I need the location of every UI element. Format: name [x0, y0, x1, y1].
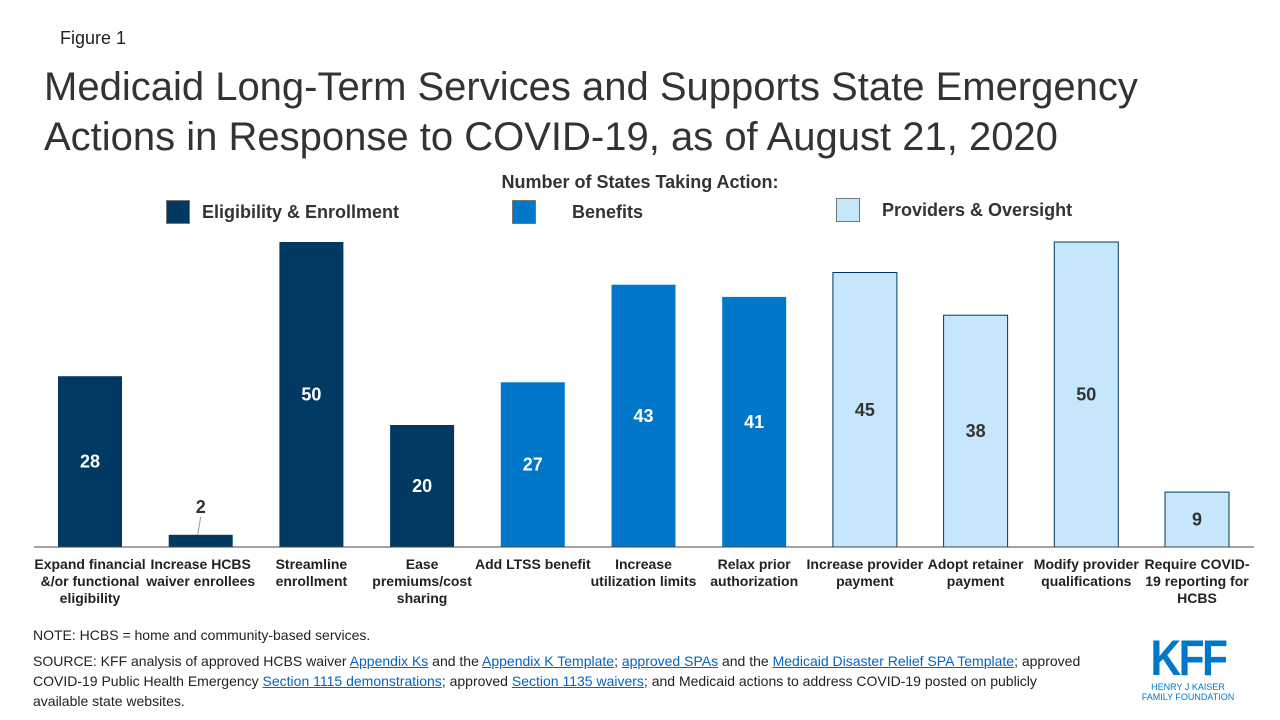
bar [1053, 241, 1119, 548]
chart-title: Medicaid Long-Term Services and Supports… [44, 65, 1138, 159]
x-tick-label: Add LTSS benefit [474, 556, 591, 572]
source: SOURCE: KFF analysis of approved HCBS wa… [33, 651, 1093, 711]
source-text: ; [614, 653, 622, 669]
bar [390, 425, 455, 547]
logo-text: KFF [1150, 630, 1229, 686]
bar [832, 272, 898, 548]
x-tick-label: Expand financial &/or functional eligibi… [34, 556, 146, 606]
chart-subtitle: Number of States Taking Action: [501, 172, 779, 192]
bar [279, 242, 344, 547]
data-label: 38 [966, 421, 986, 441]
x-tick-label: Ease premiums/cost sharing [372, 556, 472, 606]
link-disaster-relief-spa[interactable]: Medicaid Disaster Relief SPA Template [772, 653, 1015, 669]
data-label: 20 [412, 476, 432, 496]
link-section-1135[interactable]: Section 1135 waivers [511, 673, 644, 689]
source-text: SOURCE: KFF analysis of approved HCBS wa… [33, 653, 350, 669]
x-tick-label: Adopt retainer payment [927, 556, 1024, 589]
link-section-1115[interactable]: Section 1115 demonstrations [262, 673, 442, 689]
x-tick-label: Streamline enrollment [275, 556, 348, 589]
bar [943, 314, 1009, 548]
bar [500, 382, 565, 547]
legend-item-eligibility: Eligibility & Enrollment [166, 200, 399, 224]
bar [168, 534, 233, 547]
x-tick-label: Increase HCBS waiver enrollees [146, 556, 256, 589]
source-text: ; approved [441, 673, 512, 689]
bar [722, 296, 787, 547]
legend-item-providers: Providers & Oversight [836, 198, 1072, 222]
x-tick-label: Increase utilization limits [590, 556, 697, 589]
data-label: 28 [80, 452, 100, 472]
link-appendix-k-template[interactable]: Appendix K Template [482, 653, 615, 669]
legend-item-benefits: Benefits [512, 200, 643, 224]
data-label: 43 [633, 406, 653, 426]
x-tick-label: Increase provider payment [806, 556, 924, 589]
link-approved-spas[interactable]: approved SPAs [621, 653, 719, 669]
source-text: and the [718, 653, 773, 669]
leader-line [197, 516, 202, 535]
logo-subtext: HENRY J KAISER FAMILY FOUNDATION [1141, 682, 1235, 702]
source-text: ; approved COVID-19 Public Health Emerge… [33, 653, 1081, 689]
data-label: 9 [1192, 510, 1202, 530]
kff-logo: KFF HENRY J KAISER FAMILY FOUNDATION [1140, 630, 1236, 702]
bar [58, 376, 122, 547]
note: NOTE: HCBS = home and community-based se… [33, 627, 371, 643]
data-label: 2 [196, 497, 206, 517]
data-label: 50 [1076, 385, 1096, 405]
data-label: 50 [301, 385, 321, 405]
figure-label: Figure 1 [60, 28, 127, 48]
data-label: 45 [855, 400, 875, 420]
link-appendix-ks[interactable]: Appendix Ks [349, 653, 429, 669]
bar [611, 284, 676, 547]
x-tick-label: Relax prior authorization [710, 556, 799, 589]
source-text: ; and Medicaid actions to address COVID-… [33, 673, 1037, 709]
x-tick-label: Require COVID-19 reporting for HCBS [1144, 556, 1250, 606]
source-text: and the [428, 653, 482, 669]
data-label: 41 [744, 412, 764, 432]
legend-label: Providers & Oversight [882, 199, 1073, 220]
bar [1164, 491, 1230, 548]
legend-label: Benefits [572, 201, 644, 222]
data-label: 27 [523, 455, 543, 475]
x-tick-label: Modify provider qualifications [1033, 556, 1139, 589]
legend-label: Eligibility & Enrollment [202, 201, 400, 222]
